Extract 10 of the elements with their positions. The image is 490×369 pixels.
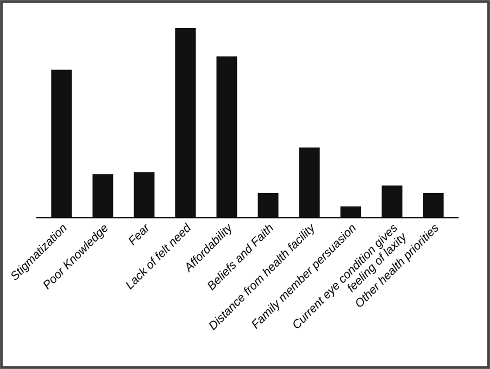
bar bbox=[299, 147, 320, 218]
bar bbox=[134, 172, 154, 218]
bar bbox=[340, 206, 362, 218]
bar bbox=[423, 193, 444, 218]
bar bbox=[382, 185, 402, 218]
bar bbox=[216, 56, 238, 218]
bar bbox=[92, 174, 114, 218]
bar bbox=[175, 28, 196, 218]
bar bbox=[51, 70, 72, 218]
bar bbox=[258, 193, 278, 218]
